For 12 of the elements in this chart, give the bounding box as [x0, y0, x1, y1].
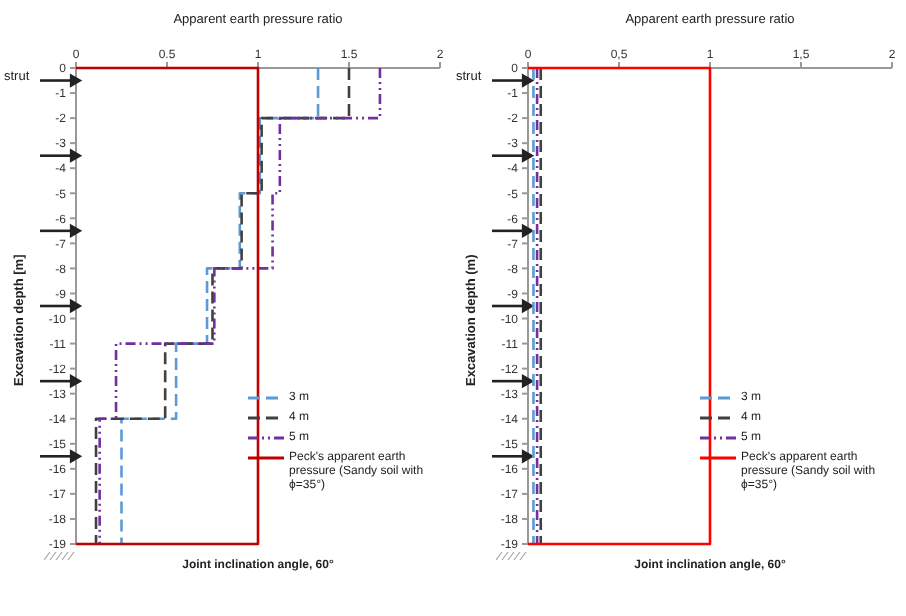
point — [69, 449, 83, 464]
point — [69, 73, 83, 88]
point — [521, 148, 535, 163]
point — [521, 374, 535, 389]
point — [69, 298, 83, 314]
point — [69, 223, 83, 238]
point — [521, 298, 535, 314]
point — [69, 148, 83, 163]
point — [69, 374, 83, 389]
point — [521, 73, 535, 88]
point — [521, 449, 535, 464]
point — [521, 223, 535, 238]
